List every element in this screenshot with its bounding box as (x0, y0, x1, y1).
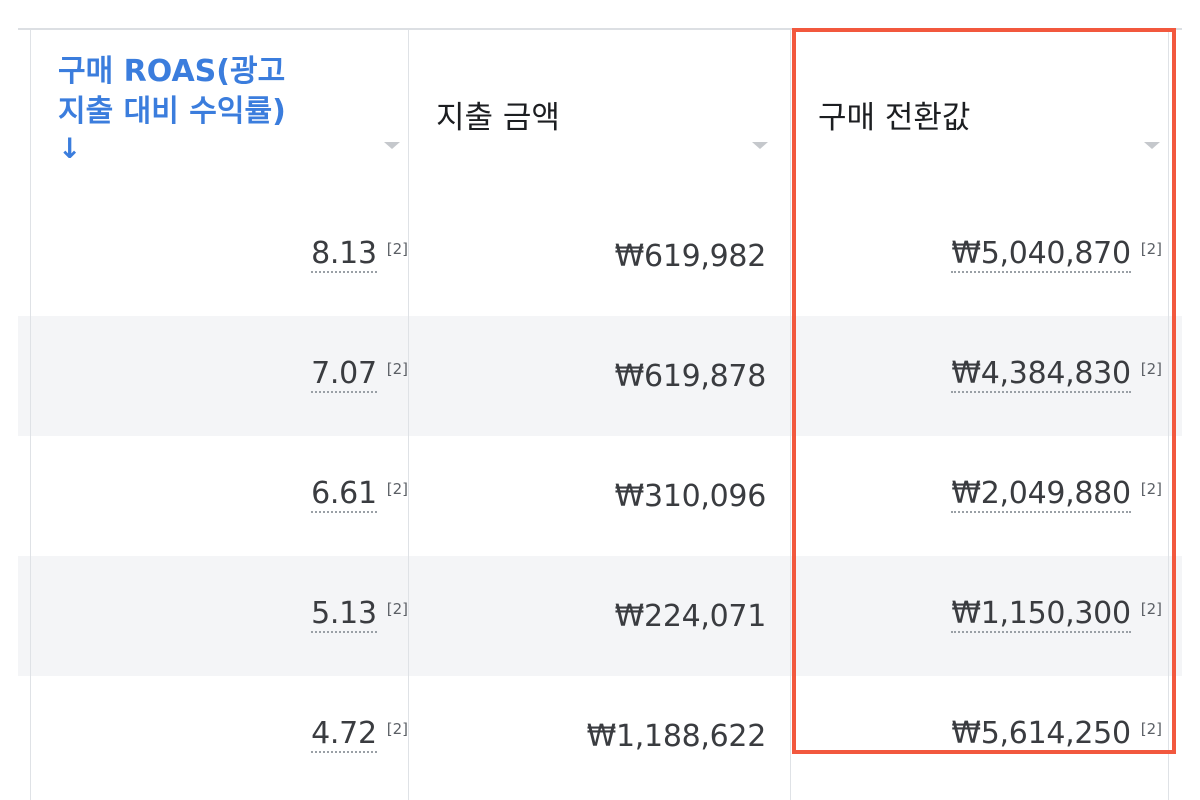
spend-value: ₩224,071 (614, 598, 767, 634)
spend-value: ₩619,878 (614, 358, 767, 394)
roas-cell: 5.13 [2] (32, 556, 408, 676)
column-divider[interactable] (408, 30, 409, 800)
roas-value[interactable]: 8.13 (311, 236, 377, 273)
spend-value: ₩310,096 (614, 478, 767, 514)
roas-value[interactable]: 4.72 (311, 716, 377, 753)
conversion-value-cell: ₩5,614,250 [2] (792, 676, 1176, 796)
table-row: 8.13 [2] ₩619,982 ₩5,040,870 [2] (18, 196, 1182, 316)
conversion-value-cell: ₩4,384,830 [2] (792, 316, 1176, 436)
footnote-marker: [2] (386, 480, 408, 498)
footnote-marker: [2] (1140, 480, 1162, 498)
conversion-value[interactable]: ₩5,040,870 (951, 236, 1131, 273)
conversion-value-cell: ₩1,150,300 [2] (792, 556, 1176, 676)
roas-value[interactable]: 7.07 (311, 356, 377, 393)
spend-cell: ₩1,188,622 (410, 676, 788, 796)
chevron-down-icon[interactable] (752, 142, 768, 149)
footnote-marker: [2] (1140, 360, 1162, 378)
conversion-value[interactable]: ₩1,150,300 (951, 596, 1131, 633)
conversion-value-cell: ₩5,040,870 [2] (792, 196, 1176, 316)
column-title-line: 구매 ROAS(광고 (58, 54, 286, 89)
footnote-marker: [2] (386, 360, 408, 378)
footnote-marker: [2] (386, 600, 408, 618)
chevron-down-icon[interactable] (1144, 142, 1160, 149)
roas-value[interactable]: 6.61 (311, 476, 377, 513)
column-divider[interactable] (790, 30, 791, 800)
table-row: 6.61 [2] ₩310,096 ₩2,049,880 [2] (18, 436, 1182, 556)
footnote-marker: [2] (1140, 600, 1162, 618)
column-header-purchase-roas[interactable]: 구매 ROAS(광고 지출 대비 수익률) ↓ (32, 30, 408, 196)
data-table: 구매 ROAS(광고 지출 대비 수익률) ↓ 지출 금액 구매 전환값 8.1… (18, 28, 1182, 800)
conversion-value[interactable]: ₩2,049,880 (951, 476, 1131, 513)
spend-value: ₩1,188,622 (586, 718, 767, 754)
roas-cell: 8.13 [2] (32, 196, 408, 316)
column-divider[interactable] (1168, 30, 1169, 800)
column-title-purchase-conversion-value: 구매 전환값 (818, 100, 971, 136)
roas-cell: 6.61 [2] (32, 436, 408, 556)
roas-cell: 7.07 [2] (32, 316, 408, 436)
spend-value: ₩619,982 (614, 238, 767, 274)
footnote-marker: [2] (1140, 240, 1162, 258)
column-title-purchase-roas: 구매 ROAS(광고 지출 대비 수익률) ↓ (58, 52, 358, 166)
table-header-row: 구매 ROAS(광고 지출 대비 수익률) ↓ 지출 금액 구매 전환값 (18, 30, 1182, 196)
chevron-down-icon[interactable] (384, 142, 400, 149)
column-header-purchase-conversion-value[interactable]: 구매 전환값 (792, 30, 1176, 196)
conversion-value[interactable]: ₩4,384,830 (951, 356, 1131, 393)
column-title-spend-amount: 지출 금액 (436, 100, 560, 136)
conversion-value-cell: ₩2,049,880 [2] (792, 436, 1176, 556)
footnote-marker: [2] (386, 720, 408, 738)
spend-cell: ₩310,096 (410, 436, 788, 556)
roas-value[interactable]: 5.13 (311, 596, 377, 633)
footnote-marker: [2] (1140, 720, 1162, 738)
column-title-line: 지출 대비 수익률) (58, 94, 286, 129)
footnote-marker: [2] (386, 240, 408, 258)
spend-cell: ₩619,878 (410, 316, 788, 436)
conversion-value[interactable]: ₩5,614,250 (951, 716, 1131, 753)
spend-cell: ₩619,982 (410, 196, 788, 316)
table-row: 5.13 [2] ₩224,071 ₩1,150,300 [2] (18, 556, 1182, 676)
roas-cell: 4.72 [2] (32, 676, 408, 796)
sort-descending-icon[interactable]: ↓ (58, 132, 82, 165)
table-row: 7.07 [2] ₩619,878 ₩4,384,830 [2] (18, 316, 1182, 436)
table-row: 4.72 [2] ₩1,188,622 ₩5,614,250 [2] (18, 676, 1182, 796)
column-divider (30, 30, 31, 800)
column-header-spend-amount[interactable]: 지출 금액 (410, 30, 790, 196)
spend-cell: ₩224,071 (410, 556, 788, 676)
